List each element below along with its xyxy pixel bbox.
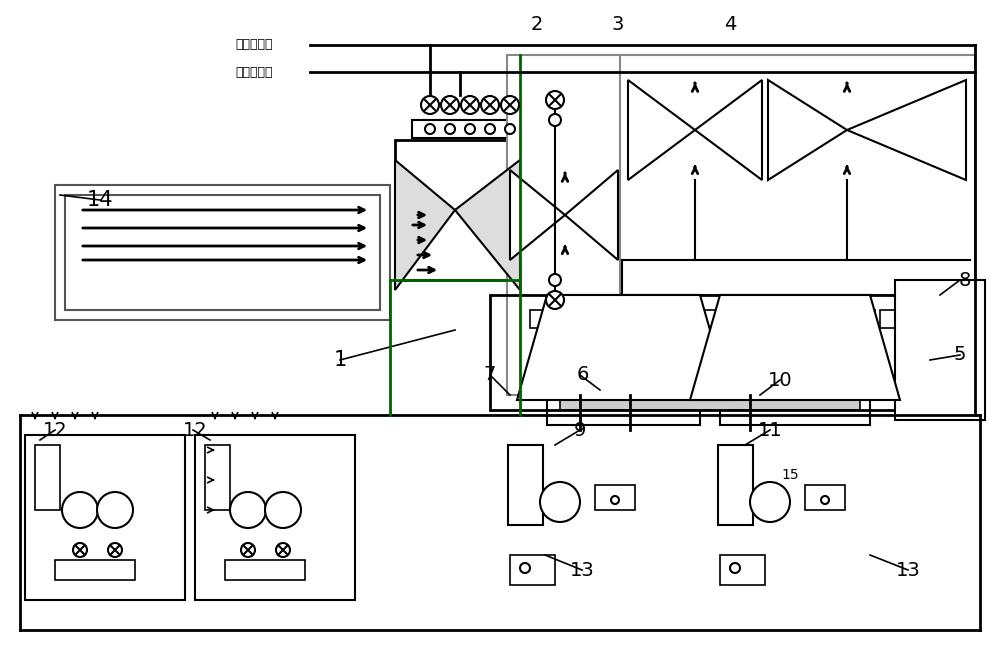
Circle shape (241, 543, 255, 557)
Bar (620, 55, 975, 295)
Text: 10: 10 (768, 370, 792, 389)
Polygon shape (455, 160, 520, 290)
Bar (530, 310, 550, 328)
Bar (720, 295, 870, 425)
Text: 14: 14 (87, 190, 113, 210)
Text: 15: 15 (781, 468, 799, 482)
Bar (700, 310, 720, 328)
Bar (55, 560, 135, 580)
Text: 1: 1 (333, 350, 347, 370)
Circle shape (501, 96, 519, 114)
Circle shape (441, 96, 459, 114)
Bar (395, 140, 520, 280)
Text: 3: 3 (612, 15, 624, 34)
Circle shape (230, 492, 266, 528)
Polygon shape (565, 170, 618, 260)
Bar (35, 445, 60, 510)
Circle shape (546, 291, 564, 309)
Bar (595, 485, 635, 510)
Polygon shape (690, 295, 900, 400)
Circle shape (276, 543, 290, 557)
Text: 2: 2 (531, 15, 543, 34)
Circle shape (97, 492, 133, 528)
Bar (55, 185, 390, 320)
Circle shape (481, 96, 499, 114)
Circle shape (750, 482, 790, 522)
Circle shape (445, 124, 455, 134)
Circle shape (425, 124, 435, 134)
Circle shape (421, 96, 439, 114)
Circle shape (108, 543, 122, 557)
Text: 12: 12 (183, 420, 207, 440)
Polygon shape (768, 80, 847, 180)
Text: 11: 11 (758, 420, 782, 440)
Polygon shape (510, 170, 565, 260)
Circle shape (549, 274, 561, 286)
Circle shape (505, 124, 515, 134)
Circle shape (611, 496, 619, 504)
Text: 9: 9 (574, 420, 586, 440)
Bar (25, 435, 185, 600)
Bar (507, 55, 622, 395)
Circle shape (265, 492, 301, 528)
Text: 锅炉主蒸汽: 锅炉主蒸汽 (235, 65, 272, 79)
Circle shape (461, 96, 479, 114)
Circle shape (520, 563, 530, 573)
Circle shape (485, 124, 495, 134)
Circle shape (821, 496, 829, 504)
Text: 锅炉主蒸汽: 锅炉主蒸汽 (235, 38, 272, 51)
Circle shape (546, 91, 564, 109)
Bar (805, 485, 845, 510)
Bar (412, 120, 532, 138)
Bar (555, 310, 575, 328)
Bar (65, 195, 380, 310)
Text: 7: 7 (484, 366, 496, 385)
Polygon shape (395, 160, 455, 290)
Text: 12: 12 (43, 420, 67, 440)
Bar (880, 310, 900, 328)
Bar (225, 560, 305, 580)
Bar (720, 555, 765, 585)
Bar (718, 445, 753, 525)
Bar (855, 310, 875, 328)
Circle shape (73, 543, 87, 557)
Circle shape (465, 124, 475, 134)
Circle shape (549, 114, 561, 126)
Circle shape (730, 563, 740, 573)
Text: 13: 13 (896, 560, 920, 579)
Text: 4: 4 (724, 15, 736, 34)
Circle shape (540, 482, 580, 522)
Polygon shape (695, 80, 762, 180)
Bar (195, 435, 355, 600)
Bar (560, 395, 860, 410)
Text: 6: 6 (577, 366, 589, 385)
Bar (205, 445, 230, 510)
Polygon shape (847, 80, 966, 180)
Bar (725, 310, 745, 328)
Circle shape (62, 492, 98, 528)
Polygon shape (628, 80, 695, 180)
Text: 8: 8 (959, 271, 971, 290)
Bar (510, 555, 555, 585)
Bar (490, 295, 980, 410)
Text: 13: 13 (570, 560, 594, 579)
Bar (547, 295, 700, 425)
Polygon shape (517, 295, 730, 400)
Bar (508, 445, 543, 525)
Bar (895, 280, 985, 420)
Text: 5: 5 (954, 345, 966, 364)
